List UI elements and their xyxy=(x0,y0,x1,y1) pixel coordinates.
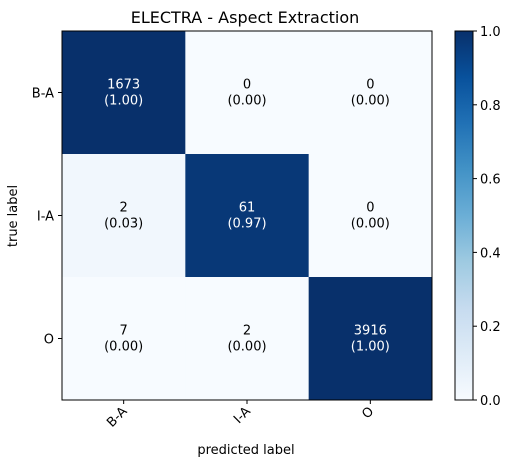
colorbar-tick-label: 0.8 xyxy=(480,99,501,114)
colorbar-tick-label: 0.6 xyxy=(480,173,501,188)
heatmap-cell xyxy=(62,154,186,278)
cell-fraction-label: (0.97) xyxy=(227,217,266,232)
cell-count-label: 0 xyxy=(366,201,374,216)
cell-fraction-label: (0.03) xyxy=(104,217,143,232)
cell-count-label: 0 xyxy=(243,78,251,93)
cell-fraction-label: (0.00) xyxy=(351,94,390,109)
y-tick-label: B-A xyxy=(32,87,54,102)
cell-fraction-label: (1.00) xyxy=(104,94,143,109)
cell-count-label: 0 xyxy=(366,78,374,93)
colorbar xyxy=(454,30,474,401)
x-tick-label: O xyxy=(359,404,377,422)
cell-fraction-label: (0.00) xyxy=(104,340,143,355)
colorbar-ticks: 0.0 0.2 0.4 0.6 0.8 1.0 xyxy=(473,25,501,409)
y-axis: B-A I-A O xyxy=(32,87,62,348)
cell-fraction-label: (0.00) xyxy=(351,217,390,232)
y-tick-label: O xyxy=(44,333,54,348)
chart-title: ELECTRA - Aspect Extraction xyxy=(131,8,360,27)
heatmap-cell xyxy=(308,154,433,278)
y-tick-label: I-A xyxy=(37,210,54,225)
heatmap-cell xyxy=(308,277,433,401)
cell-count-label: 7 xyxy=(120,324,128,339)
cell-count-label: 2 xyxy=(243,324,251,339)
heatmap-cell xyxy=(185,277,310,401)
heatmap-cell-labels: 1673(1.00)0(0.00)0(0.00)2(0.03)61(0.97)0… xyxy=(104,78,390,355)
colorbar-tick-label: 1.0 xyxy=(480,25,501,40)
x-tick-label: B-A xyxy=(104,404,130,430)
x-axis-label: predicted label xyxy=(197,443,294,458)
heatmap-cell xyxy=(62,31,186,155)
heatmap-cell xyxy=(185,154,310,278)
cell-count-label: 3916 xyxy=(354,324,387,339)
colorbar-tick-label: 0.2 xyxy=(480,320,501,335)
cell-fraction-label: (0.00) xyxy=(227,94,266,109)
colorbar-tick-label: 0.4 xyxy=(480,246,501,261)
heatmap-cell xyxy=(308,31,433,155)
y-axis-label: true label xyxy=(6,185,21,247)
cell-count-label: 61 xyxy=(239,201,256,216)
cell-count-label: 1673 xyxy=(107,78,140,93)
cell-count-label: 2 xyxy=(120,201,128,216)
x-tick-label: I-A xyxy=(231,404,254,427)
cell-fraction-label: (1.00) xyxy=(351,340,390,355)
colorbar-tick-label: 0.0 xyxy=(480,394,501,409)
heatmap-cells xyxy=(62,31,433,401)
heatmap-cell xyxy=(62,277,186,401)
heatmap-cell xyxy=(185,31,310,155)
x-axis: B-A I-A O xyxy=(104,400,377,431)
cell-fraction-label: (0.00) xyxy=(227,340,266,355)
